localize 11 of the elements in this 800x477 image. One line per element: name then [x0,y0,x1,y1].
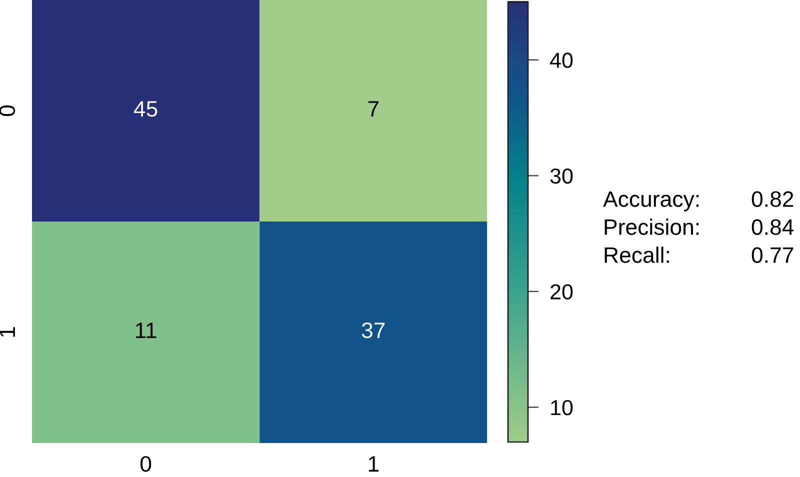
data-label: 45 [134,101,158,117]
text: Accuracy: 0.82 [603,191,794,212]
text: Precision: 0.84 [604,218,794,235]
color-bar-label: 20 [550,284,573,300]
data-label: 37 [362,322,385,338]
data-label: 7 [368,101,378,116]
data-label: 11 [136,322,156,338]
color-bar-label: 30 [550,168,573,184]
color-bar-label: 40 [550,52,573,68]
text: Recall: 0.77 [604,246,794,263]
color-bar-label: 10 [551,400,573,416]
